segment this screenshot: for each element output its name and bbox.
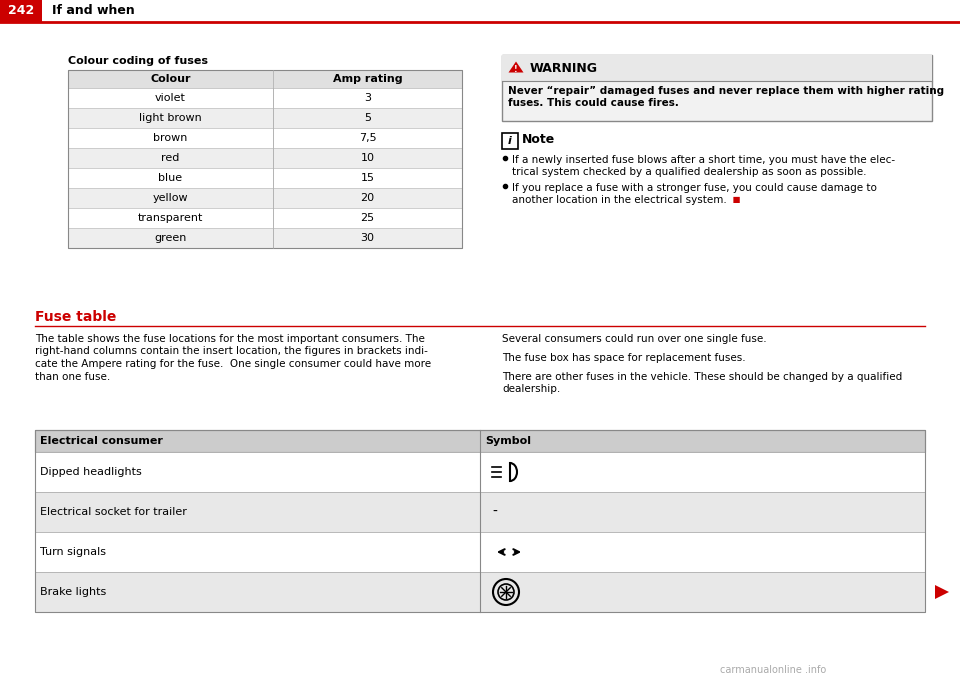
Bar xyxy=(273,208,462,228)
Bar xyxy=(502,55,932,121)
Text: blue: blue xyxy=(158,173,182,183)
Bar xyxy=(273,168,462,188)
Text: Never “repair” damaged fuses and never replace them with higher rating: Never “repair” damaged fuses and never r… xyxy=(508,86,944,96)
Bar xyxy=(68,148,273,168)
Text: brown: brown xyxy=(154,133,188,143)
Bar xyxy=(273,88,462,108)
Bar xyxy=(68,70,462,88)
Text: yellow: yellow xyxy=(153,193,188,203)
Text: 30: 30 xyxy=(361,233,374,243)
Text: carmanualonline .info: carmanualonline .info xyxy=(720,665,827,675)
Text: Colour coding of fuses: Colour coding of fuses xyxy=(68,56,208,66)
Text: red: red xyxy=(161,153,180,163)
Bar xyxy=(68,168,273,188)
Text: right-hand columns contain the insert location, the figures in brackets indi-: right-hand columns contain the insert lo… xyxy=(35,346,428,356)
Text: dealership.: dealership. xyxy=(502,384,561,394)
Bar xyxy=(68,188,273,208)
Bar xyxy=(0,0,42,22)
Text: Colour: Colour xyxy=(151,74,191,84)
Text: 242: 242 xyxy=(8,5,35,18)
Text: The fuse box has space for replacement fuses.: The fuse box has space for replacement f… xyxy=(502,353,746,363)
Bar xyxy=(273,188,462,208)
Bar xyxy=(35,572,480,612)
Text: Amp rating: Amp rating xyxy=(333,74,402,84)
Bar xyxy=(68,70,462,248)
Text: 7,5: 7,5 xyxy=(359,133,376,143)
Text: ■: ■ xyxy=(730,195,740,204)
Text: green: green xyxy=(155,233,186,243)
Bar xyxy=(502,55,932,81)
Text: trical system checked by a qualified dealership as soon as possible.: trical system checked by a qualified dea… xyxy=(512,167,867,177)
Bar xyxy=(480,532,925,572)
Text: Fuse table: Fuse table xyxy=(35,310,116,324)
Bar xyxy=(68,208,273,228)
Bar xyxy=(273,108,462,128)
Bar xyxy=(35,452,480,492)
Bar xyxy=(273,228,462,248)
Text: Electrical socket for trailer: Electrical socket for trailer xyxy=(40,507,187,517)
Text: 5: 5 xyxy=(364,113,371,123)
Text: Turn signals: Turn signals xyxy=(40,547,106,557)
Text: Symbol: Symbol xyxy=(485,436,531,446)
Bar xyxy=(68,108,273,128)
Text: If and when: If and when xyxy=(52,5,134,18)
Bar xyxy=(35,430,925,612)
Text: than one fuse.: than one fuse. xyxy=(35,371,110,382)
Text: Note: Note xyxy=(522,133,555,146)
Text: transparent: transparent xyxy=(138,213,204,223)
Text: light brown: light brown xyxy=(139,113,202,123)
Text: Electrical consumer: Electrical consumer xyxy=(40,436,163,446)
Bar xyxy=(68,128,273,148)
Text: fuses. This could cause fires.: fuses. This could cause fires. xyxy=(508,98,679,108)
Bar xyxy=(273,128,462,148)
Text: If a newly inserted fuse blows after a short time, you must have the elec-: If a newly inserted fuse blows after a s… xyxy=(512,155,895,165)
Text: There are other fuses in the vehicle. These should be changed by a qualified: There are other fuses in the vehicle. Th… xyxy=(502,371,902,382)
Text: -: - xyxy=(492,505,497,519)
Bar xyxy=(68,88,273,108)
Text: Several consumers could run over one single fuse.: Several consumers could run over one sin… xyxy=(502,334,767,344)
Text: i: i xyxy=(508,136,512,146)
Bar xyxy=(35,532,480,572)
Text: another location in the electrical system.: another location in the electrical syste… xyxy=(512,195,727,205)
Text: The table shows the fuse locations for the most important consumers. The: The table shows the fuse locations for t… xyxy=(35,334,425,344)
Bar xyxy=(480,572,925,612)
Text: 25: 25 xyxy=(360,213,374,223)
Bar xyxy=(502,133,518,149)
Bar xyxy=(273,148,462,168)
Text: 15: 15 xyxy=(361,173,374,183)
Polygon shape xyxy=(509,62,523,73)
Bar xyxy=(35,430,925,452)
Bar xyxy=(68,228,273,248)
Text: Dipped headlights: Dipped headlights xyxy=(40,467,142,477)
Bar xyxy=(480,452,925,492)
Text: 3: 3 xyxy=(364,93,371,103)
Text: !: ! xyxy=(515,65,517,73)
Text: Brake lights: Brake lights xyxy=(40,587,107,597)
Bar xyxy=(35,492,480,532)
Text: WARNING: WARNING xyxy=(530,62,598,75)
Text: violet: violet xyxy=(156,93,186,103)
Bar xyxy=(480,492,925,532)
Text: If you replace a fuse with a stronger fuse, you could cause damage to: If you replace a fuse with a stronger fu… xyxy=(512,183,876,193)
Text: 20: 20 xyxy=(360,193,374,203)
Polygon shape xyxy=(935,585,949,599)
Text: cate the Ampere rating for the fuse.  One single consumer could have more: cate the Ampere rating for the fuse. One… xyxy=(35,359,431,369)
Text: 10: 10 xyxy=(361,153,374,163)
